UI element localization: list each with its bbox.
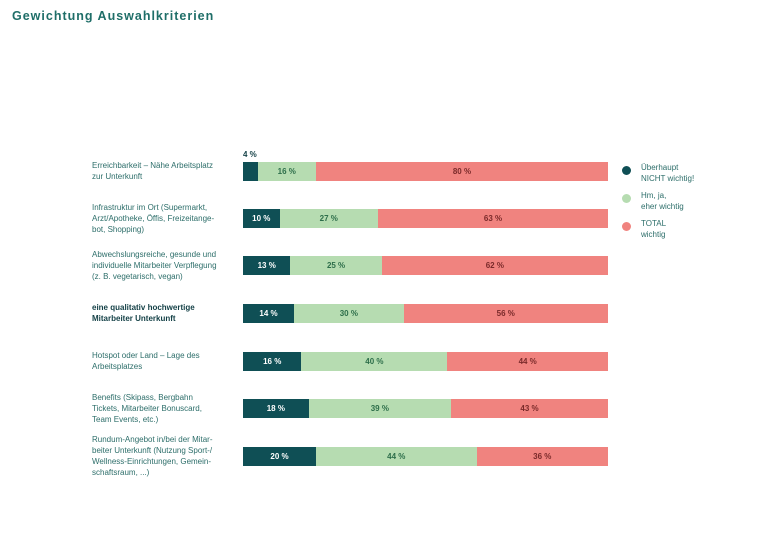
data-label: 27 % (319, 213, 338, 223)
bar-segment: 44 % (447, 351, 608, 371)
legend: Überhaupt NICHT wichtig! Hm, ja, eher wicht… (622, 162, 694, 246)
category-label-line: Erreichbarkeit – Nähe Arbeitsplatz (92, 161, 213, 170)
data-label: 25 % (326, 260, 346, 270)
data-label: 44 % (387, 451, 406, 461)
data-label: 62 % (485, 260, 504, 270)
bar-segment: 16 % (243, 351, 302, 371)
bar-row: 10 % 27 % 63 % (243, 208, 608, 228)
data-label: 63 % (483, 213, 503, 223)
category-label-line: Infrastruktur im Ort (Supermarkt, (92, 202, 208, 212)
data-label: 80 % (452, 166, 472, 176)
data-label: 39 % (370, 403, 389, 413)
bar-segment: 13 % (243, 255, 291, 275)
legend-swatch (622, 194, 631, 203)
data-label: 16 % (277, 166, 296, 176)
bar-segment: 63 % (378, 208, 608, 228)
category-label-line: (z. B. vegetarisch, vegan) (92, 271, 183, 281)
data-label: 56 % (496, 308, 515, 318)
data-label: 36 % (533, 451, 552, 461)
legend-swatch (622, 166, 631, 175)
bar-segment: 62 % (381, 255, 608, 275)
legend-item: TOTAL wichtig (622, 218, 694, 240)
legend-label: Hm, ja, eher wichtig (641, 191, 684, 211)
bar-segment: 25 % (290, 255, 382, 275)
bar-segment (243, 161, 258, 181)
category-label: eine qualitativ hochwertige Mitarbeiter U… (92, 302, 242, 324)
category-label: Infrastruktur im Ort (Supermarkt, Arzt/Ap… (92, 202, 242, 235)
legend-item: Hm, ja, eher wichtig (622, 190, 694, 212)
data-label: 44 % (518, 356, 537, 366)
category-label: Hotspot oder Land – Lage des Arbeitsplatz… (92, 350, 242, 372)
bar-row: 16 % 40 % 44 % (243, 351, 608, 371)
bar-segment: 44 % (316, 446, 477, 466)
category-label: Abwechslungsreiche, gesunde und individue… (92, 249, 242, 282)
bar-segment: 36 % (476, 446, 608, 466)
category-label-line: Rundum-Angebot in/bei der Mitar- (92, 435, 213, 444)
bar-segment: 56 % (403, 303, 608, 323)
category-label-line: Tickets, Mitarbeiter Bonuscard, (92, 403, 202, 413)
category-label-line: bot, Shopping) (92, 224, 145, 234)
data-label: 13 % (257, 260, 276, 270)
category-label-line: Arbeitsplatzes (92, 362, 143, 371)
bar-segment: 18 % (243, 398, 309, 418)
category-label-line: Benefits (Skipass, Bergbahn (92, 392, 193, 402)
category-label-line: schaftsraum, ...) (92, 468, 150, 477)
bar-segment: 27 % (279, 208, 379, 228)
bar-segment: 40 % (301, 351, 448, 371)
bar-row: 13 % 25 % 62 % (243, 255, 608, 275)
bar-segment: 43 % (451, 398, 608, 418)
bar-segment: 80 % (315, 161, 608, 181)
legend-label: TOTAL wichtig (641, 219, 667, 239)
data-label: 40 % (365, 356, 384, 366)
bar-row: 18 % 39 % 43 % (243, 398, 608, 418)
bar-segment: 20 % (243, 446, 316, 466)
data-label: 4 % (243, 150, 257, 159)
category-label-line: Team Events, etc.) (92, 414, 159, 424)
category-label-line: individuelle Mitarbeiter Verpflegung (92, 260, 217, 270)
data-label: 43 % (520, 403, 539, 413)
chart-title: Gewichtung Auswahlkriterien (12, 9, 215, 23)
category-label: Benefits (Skipass, Bergbahn Tickets, Mita… (92, 392, 242, 425)
data-label: 10 % (252, 213, 271, 223)
bar-segment: 30 % (294, 303, 404, 323)
bar-segment: 16 % (257, 161, 316, 181)
legend-label: Überhaupt NICHT wichtig! (641, 163, 695, 183)
bar-segment: 10 % (243, 208, 280, 228)
category-label-line: Hotspot oder Land – Lage des (92, 351, 200, 360)
category-label-line: Mitarbeiter Unterkunft (92, 314, 176, 323)
category-label-line: Wellness-Einrichtungen, Gemein- (92, 457, 212, 466)
legend-swatch (622, 222, 631, 231)
category-label-line: Abwechslungsreiche, gesunde und (92, 249, 217, 259)
data-label: 14 % (259, 308, 278, 318)
data-label: 20 % (270, 451, 289, 461)
bar-segment: 39 % (308, 398, 452, 418)
category-label: Rundum-Angebot in/bei der Mitar-beiter U… (92, 434, 242, 478)
bar-segment: 14 % (243, 303, 295, 323)
bar-row: 16 % 80 % (243, 161, 608, 181)
category-label: Erreichbarkeit – Nähe Arbeitsplatz zur Un… (92, 160, 242, 182)
bar-row: 20 % 44 % 36 % (243, 446, 608, 466)
legend-item: Überhaupt NICHT wichtig! (622, 162, 694, 184)
category-label-line: beiter Unterkunft (Nutzung Sport-/ (92, 446, 213, 455)
bar-row: 14 % 30 % 56 % (243, 303, 608, 323)
category-label-line: eine qualitativ hochwertige (92, 303, 195, 312)
category-label-line: zur Unterkunft (92, 172, 143, 181)
category-label-line: Arzt/Apotheke, Öffis, Freizeitange- (92, 213, 215, 223)
data-label: 30 % (339, 308, 358, 318)
data-label: 18 % (266, 403, 285, 413)
data-label: 16 % (263, 356, 282, 366)
